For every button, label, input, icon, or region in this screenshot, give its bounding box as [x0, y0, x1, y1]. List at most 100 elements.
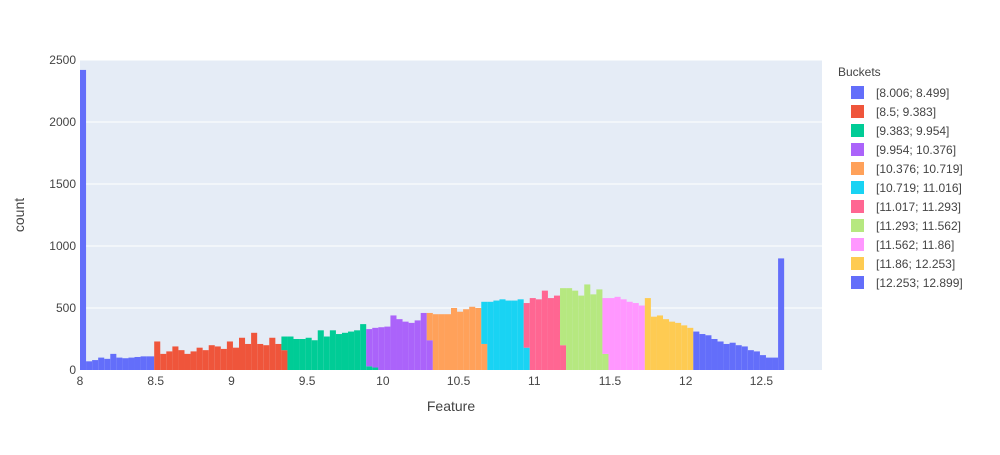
histogram-bar[interactable] [263, 345, 270, 370]
histogram-bar[interactable] [765, 357, 773, 370]
histogram-bar[interactable] [426, 340, 433, 370]
histogram-bar[interactable] [475, 308, 482, 370]
histogram-bar[interactable] [523, 347, 530, 370]
histogram-bar[interactable] [663, 319, 670, 370]
histogram-bar[interactable] [444, 314, 451, 370]
histogram-bar[interactable] [759, 355, 766, 370]
histogram-bar[interactable] [432, 314, 439, 370]
histogram-bar[interactable] [535, 299, 542, 370]
histogram-bar[interactable] [487, 301, 494, 370]
histogram-bar[interactable] [293, 339, 300, 370]
histogram-bar[interactable] [723, 343, 730, 370]
histogram-bar[interactable] [317, 330, 324, 370]
histogram-bar[interactable] [687, 327, 694, 370]
histogram-bar[interactable] [650, 316, 657, 370]
histogram-bar[interactable] [729, 342, 736, 370]
legend-item[interactable]: [8.5; 9.383] [851, 105, 936, 119]
histogram-bar[interactable] [408, 322, 415, 370]
histogram-bar[interactable] [305, 337, 312, 370]
histogram-bar[interactable] [457, 311, 464, 370]
legend-item[interactable]: [11.293; 11.562] [851, 219, 961, 233]
histogram-bar[interactable] [378, 327, 385, 370]
histogram-bar[interactable] [553, 295, 561, 370]
histogram-bar[interactable] [128, 357, 135, 370]
histogram-bar[interactable] [638, 305, 645, 370]
legend-item[interactable]: [11.562; 11.86] [851, 238, 954, 252]
histogram-bar[interactable] [220, 348, 227, 370]
histogram-bar[interactable] [499, 299, 506, 370]
histogram-bar[interactable] [287, 336, 294, 370]
histogram-bar[interactable] [323, 336, 330, 370]
histogram-bar[interactable] [578, 295, 585, 370]
histogram-bar[interactable] [614, 296, 621, 370]
histogram-bar[interactable] [178, 350, 185, 370]
histogram-bar[interactable] [354, 330, 361, 370]
histogram-bar[interactable] [566, 288, 573, 370]
histogram-bar[interactable] [620, 299, 627, 370]
histogram-bar[interactable] [438, 314, 445, 370]
histogram-bar[interactable] [214, 346, 221, 370]
histogram-bar[interactable] [299, 339, 306, 370]
histogram-bar[interactable] [122, 358, 129, 370]
histogram-bar[interactable] [110, 353, 117, 370]
histogram-bar[interactable] [275, 343, 282, 370]
histogram-bar[interactable] [469, 306, 476, 370]
histogram-bar[interactable] [239, 337, 246, 370]
histogram-bar[interactable] [560, 345, 567, 370]
histogram-bar[interactable] [511, 300, 518, 370]
histogram-bar[interactable] [402, 321, 409, 370]
histogram-bar[interactable] [172, 346, 179, 370]
histogram-bar[interactable] [146, 356, 155, 370]
histogram-bar[interactable] [80, 69, 87, 371]
histogram-bar[interactable] [632, 303, 639, 370]
histogram-bar[interactable] [426, 312, 433, 341]
histogram-bar[interactable] [341, 332, 349, 370]
histogram-bar[interactable] [505, 300, 512, 370]
histogram-bar[interactable] [384, 326, 391, 370]
histogram-bar[interactable] [98, 357, 105, 370]
histogram-bar[interactable] [366, 366, 373, 370]
histogram-bar[interactable] [772, 357, 779, 370]
histogram-bar[interactable] [414, 320, 421, 370]
histogram-bar[interactable] [245, 343, 252, 370]
legend-item[interactable]: [10.719; 11.016] [851, 181, 962, 195]
histogram-bar[interactable] [154, 341, 161, 370]
histogram-bar[interactable] [269, 337, 276, 370]
histogram-bar[interactable] [602, 353, 609, 370]
histogram-bar[interactable] [92, 360, 99, 370]
histogram-bar[interactable] [656, 315, 663, 370]
histogram-bar[interactable] [140, 356, 147, 370]
histogram-bar[interactable] [517, 299, 524, 370]
histogram-bar[interactable] [547, 298, 554, 370]
histogram-bar[interactable] [208, 345, 215, 370]
legend-item[interactable]: [10.376; 10.719] [851, 162, 963, 176]
histogram-bar[interactable] [560, 288, 567, 346]
histogram-bar[interactable] [541, 290, 548, 370]
histogram-bar[interactable] [493, 300, 500, 370]
histogram-bar[interactable] [281, 350, 288, 370]
histogram-bar[interactable] [741, 346, 748, 370]
histogram-bar[interactable] [196, 347, 203, 370]
histogram-bar[interactable] [735, 345, 742, 370]
histogram-bar[interactable] [160, 353, 167, 370]
histogram-bar[interactable] [335, 334, 342, 370]
histogram-bar[interactable] [705, 335, 712, 370]
histogram-bar[interactable] [134, 356, 141, 370]
legend-item[interactable]: [9.383; 9.954] [851, 124, 949, 138]
histogram-bar[interactable] [311, 340, 318, 370]
histogram-bar[interactable] [608, 298, 615, 370]
histogram-bar[interactable] [626, 301, 633, 370]
legend-item[interactable]: [8.006; 8.499] [851, 86, 949, 100]
histogram-bar[interactable] [257, 343, 264, 370]
histogram-bar[interactable] [584, 284, 591, 370]
histogram-bar[interactable] [281, 336, 288, 351]
histogram-bar[interactable] [372, 327, 379, 368]
histogram-bar[interactable] [711, 339, 718, 370]
histogram-bar[interactable] [529, 298, 536, 370]
histogram-bar[interactable] [669, 321, 676, 370]
legend-item[interactable]: [12.253; 12.899] [851, 276, 963, 290]
histogram-bar[interactable] [523, 303, 530, 348]
histogram-bar[interactable] [596, 289, 603, 370]
histogram-bar[interactable] [348, 331, 355, 370]
histogram-bar[interactable] [116, 357, 123, 370]
